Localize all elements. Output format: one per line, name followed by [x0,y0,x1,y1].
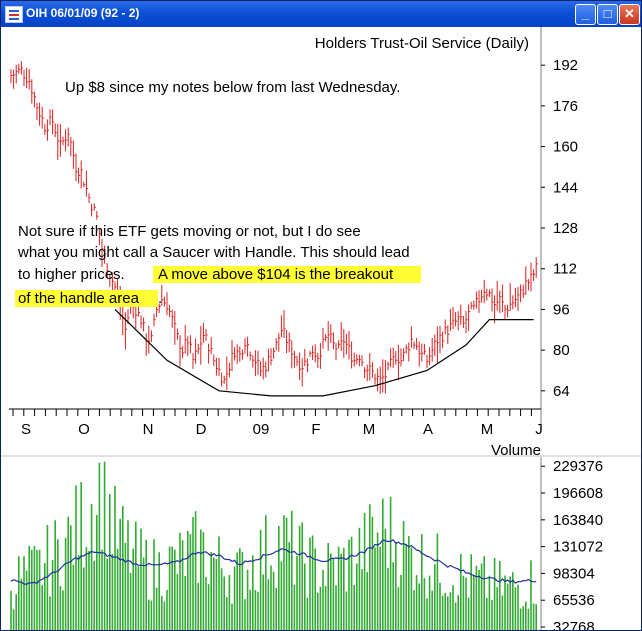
chart-app-icon[interactable] [5,6,23,23]
y-tick-label: 96 [553,301,570,318]
price-bars [10,61,538,394]
volume-tick-label: 131072 [553,539,603,556]
annotation-line: Not sure if this ETF gets moving or not,… [18,223,361,240]
annotation-highlight-text: A move above $104 is the breakout [158,266,394,283]
y-tick-label: 64 [553,383,570,400]
price-y-axis: 192 176 160 144 128 112 96 80 64 [541,57,578,400]
chart-canvas: Holders Trust-Oil Service (Daily) 192 176… [1,27,641,630]
breakout-highlight [15,290,158,307]
y-tick-label: 192 [553,57,578,74]
x-tick-label: D [196,421,207,438]
date-axis-labels: S O N D 09 F M A M J [21,421,543,438]
chart-title: Holders Trust-Oil Service (Daily) [315,35,529,52]
volume-average-line [10,538,537,585]
annotation-highlight-text: of the handle area [18,290,140,307]
window-title: OIH 06/01/09 (92 - 2) [26,6,140,20]
maximize-button[interactable]: □ [597,4,618,25]
volume-tick-label: 32768 [553,619,595,630]
x-tick-label: S [21,421,31,438]
volume-tick-label: 98304 [553,565,595,582]
volume-panel: Volume 229376 196608 163840 131072 98304 6553… [10,442,603,630]
x-tick-label: 09 [253,421,270,438]
y-tick-label: 160 [553,139,578,156]
x-tick-label: M [363,421,376,438]
annotation-line: to higher prices. [18,266,125,283]
annotation-line: Up $8 since my notes below from last Wed… [65,79,400,96]
x-tick-label: N [143,421,154,438]
volume-tick-label: 196608 [553,485,603,502]
date-axis-ticks [12,409,532,416]
volume-title: Volume [491,442,541,459]
volume-tick-label: 163840 [553,512,603,529]
volume-tick-label: 65536 [553,592,595,609]
x-tick-label: A [423,421,433,438]
x-tick-label: F [311,421,320,438]
breakout-highlight [153,266,421,283]
x-tick-label: O [78,421,90,438]
saucer-curve [114,308,534,397]
close-button[interactable]: ✕ [619,4,640,25]
y-tick-label: 128 [553,220,578,237]
y-tick-label: 144 [553,179,578,196]
y-tick-label: 80 [553,342,570,359]
price-panel: Holders Trust-Oil Service (Daily) 192 176… [9,27,578,438]
minimize-button[interactable]: _ [575,4,596,25]
x-tick-label: M [481,421,494,438]
title-bar[interactable]: OIH 06/01/09 (92 - 2) _ □ ✕ [1,1,641,27]
volume-tick-label: 229376 [553,458,603,475]
annotation-line: . [158,290,162,307]
volume-bars [10,461,538,630]
volume-y-axis: 229376 196608 163840 131072 98304 65536 32768 [541,458,603,630]
x-tick-label: J [535,421,543,438]
y-tick-label: 112 [553,261,577,278]
y-tick-label: 176 [553,98,578,115]
annotation-line: what you might call a Saucer with Handle… [17,244,410,261]
